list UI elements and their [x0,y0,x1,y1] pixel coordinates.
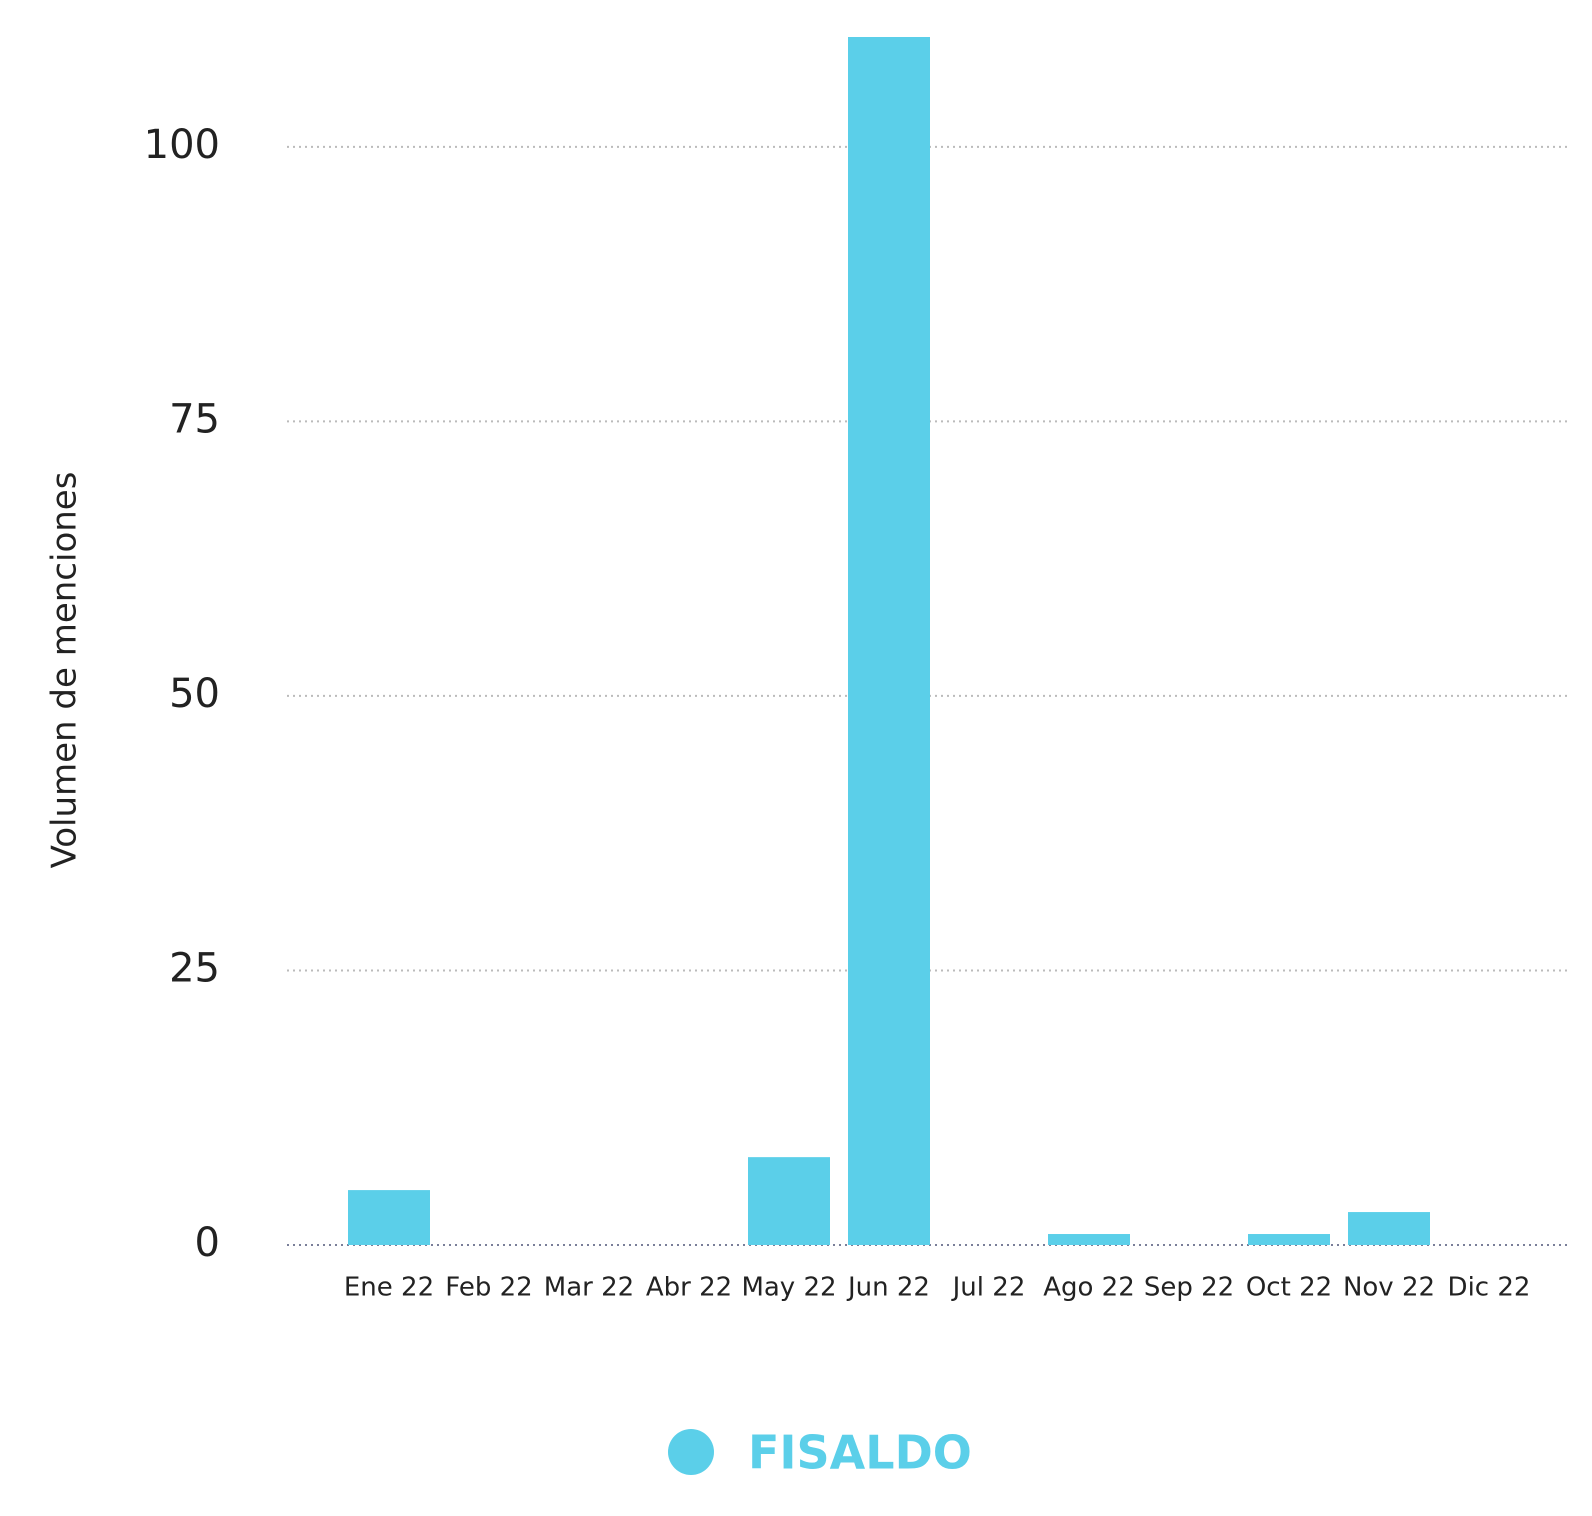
x-tick-label: Nov 22 [1343,1273,1435,1303]
x-tick-label: May 22 [741,1273,836,1303]
y-axis-title: Volumen de menciones [45,472,85,869]
legend-marker [668,1429,714,1475]
x-tick-label: Dic 22 [1448,1273,1531,1303]
x-tick-label: Ago 22 [1043,1273,1135,1303]
x-tick-label: Abr 22 [646,1273,732,1303]
bar [1048,1234,1130,1245]
y-tick-label: 75 [169,396,220,442]
x-tick-label: Mar 22 [544,1273,634,1303]
bar [348,1190,430,1245]
bar [748,1157,830,1245]
y-tick-label: 50 [169,671,220,717]
x-tick-label: Ene 22 [344,1273,434,1303]
x-tick-label: Jul 22 [951,1273,1026,1303]
legend-label: FISALDO [748,1426,972,1480]
x-tick-label: Oct 22 [1246,1273,1332,1303]
bar [1348,1212,1430,1245]
y-tick-label: 25 [169,945,220,991]
bar [848,37,930,1245]
y-tick-label: 100 [144,122,220,168]
x-tick-label: Feb 22 [445,1273,532,1303]
x-tick-label: Sep 22 [1144,1273,1234,1303]
y-tick-label: 0 [195,1220,220,1266]
bar [1248,1234,1330,1245]
x-tick-label: Jun 22 [846,1273,930,1303]
